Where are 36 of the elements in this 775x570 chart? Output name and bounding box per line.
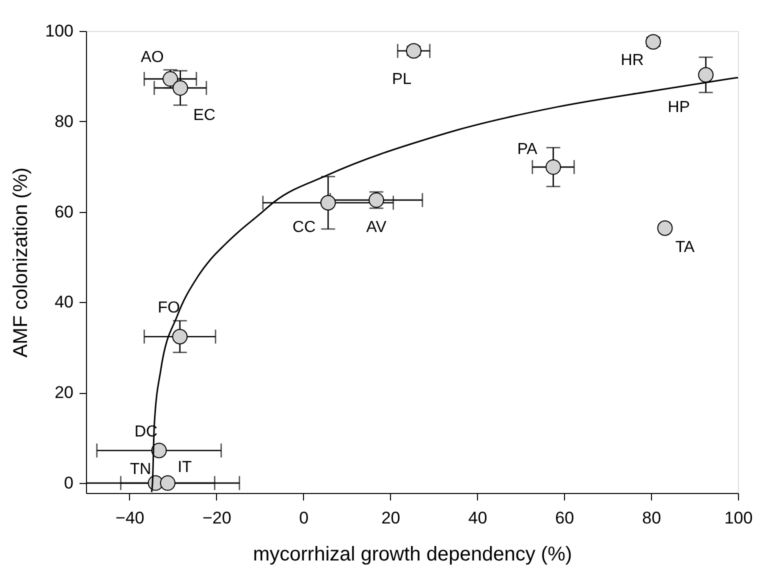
annotation: TA bbox=[675, 239, 695, 256]
x-axis-title: mycorrhizal growth dependency (%) bbox=[252, 544, 572, 566]
annotation: AV bbox=[366, 219, 387, 236]
annotation: HR bbox=[620, 52, 644, 69]
point bbox=[172, 328, 188, 344]
annotation: FO bbox=[158, 300, 180, 317]
x-tick-label: 0 bbox=[299, 508, 309, 528]
x-tick-label: 80 bbox=[642, 508, 662, 528]
point bbox=[172, 80, 188, 96]
point bbox=[320, 195, 336, 211]
x-tick-label: 60 bbox=[555, 508, 574, 528]
annotation: PA bbox=[517, 141, 538, 158]
point bbox=[151, 442, 167, 458]
x-tick-label: −40 bbox=[116, 508, 144, 528]
point bbox=[698, 67, 714, 83]
y-axis-title: AMF colonization (%) bbox=[10, 167, 32, 358]
point bbox=[160, 475, 176, 491]
point bbox=[546, 159, 562, 175]
y-tick-label: 80 bbox=[54, 112, 74, 131]
annotation: PL bbox=[392, 70, 412, 88]
y-tick-label: 60 bbox=[54, 202, 74, 222]
x-tick-label: −20 bbox=[202, 508, 232, 528]
annotation: EC bbox=[193, 106, 216, 124]
annotation: IT bbox=[178, 459, 192, 476]
x-tick-label: 20 bbox=[381, 508, 400, 528]
annotation: TN bbox=[130, 461, 152, 478]
y-tick-label: 0 bbox=[64, 474, 74, 493]
x-tick-label: 40 bbox=[468, 508, 488, 528]
y-tick-label: 20 bbox=[54, 383, 74, 402]
annotation: AO bbox=[140, 48, 164, 66]
annotation: HP bbox=[668, 98, 690, 116]
x-tick-label: 100 bbox=[724, 508, 753, 528]
point bbox=[657, 220, 673, 236]
y-tick-label: 100 bbox=[45, 22, 74, 40]
y-tick-label: 40 bbox=[54, 292, 74, 312]
annotation: CC bbox=[292, 218, 316, 236]
